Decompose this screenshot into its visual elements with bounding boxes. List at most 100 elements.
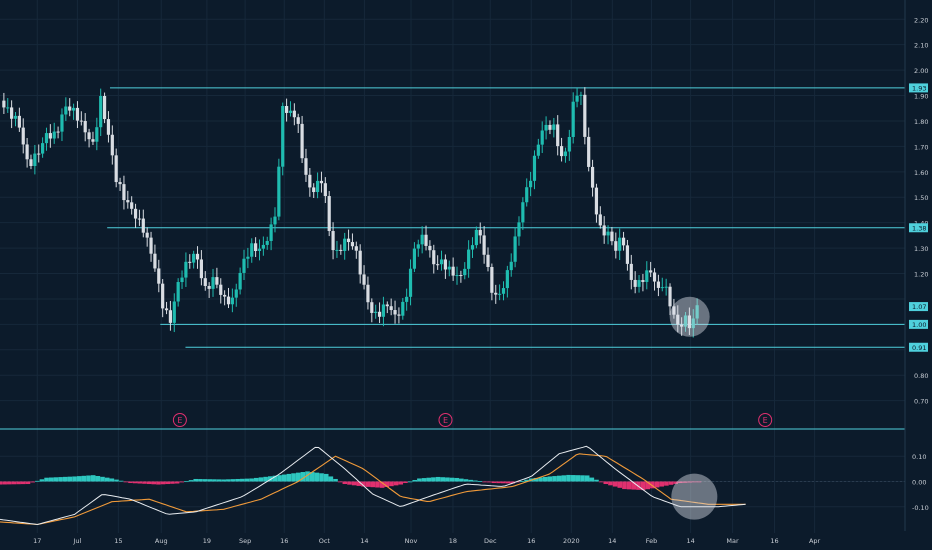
candle-bear [482,235,486,255]
histogram-bar-negative [393,481,399,486]
earnings-marker [172,413,187,427]
level-price-box [909,342,928,352]
candle-bear [164,308,169,311]
candle-bear [141,218,145,233]
earnings-marker-label: E [177,416,182,425]
candle-bear [331,231,335,251]
histogram-bar-negative [151,481,157,485]
highlight-circles [669,296,710,337]
candle-bull [439,259,444,265]
price-tick-label: 1.50 [914,194,928,202]
histogram-bar-positive [104,477,110,482]
candle-bear [312,187,316,193]
histogram-bar-negative [174,481,180,484]
time-tick-label: Dec [484,537,497,545]
candle-bull [335,249,339,251]
candle-bull [343,238,347,251]
candle-bear [300,123,304,159]
candle-bear [614,241,618,251]
histogram-bar-negative [370,481,376,488]
candle-bear [629,263,633,280]
histogram-bar-negative [496,481,501,484]
histogram-bar-positive [454,477,459,482]
candle-bear [676,314,680,325]
candle-bear [223,294,227,297]
histogram-bar-negative [123,481,129,483]
macd-line [0,445,746,526]
histogram-bar-positive [309,472,315,482]
histogram-bar-positive [552,476,557,482]
candle-bear [149,237,153,254]
histogram-bar-negative [7,481,12,485]
candle-bear [106,119,111,135]
time-tick-label: Aug [155,537,168,545]
histogram-bar-positive [542,476,548,482]
level-price-label: 1.38 [912,224,926,232]
histogram-bar-positive [435,476,441,482]
histogram-bar-positive [314,472,320,482]
candle-bull [184,261,188,278]
histogram-bar-positive [594,479,599,482]
histogram-bar-positive [58,477,63,482]
histogram-bar-negative [659,481,665,487]
time-tick-label: 19 [203,537,211,545]
candle-bull [501,288,506,294]
histogram-bar-positive [295,472,301,482]
candle-bear [602,225,606,236]
candle-bull [552,124,556,130]
histogram-bar-positive [230,479,236,482]
candle-bear [668,286,672,307]
price-candles [2,87,699,338]
histogram-bar-positive [519,480,525,482]
candle-bull [44,133,49,144]
candle-bear [25,144,29,160]
candle-bull [234,289,238,298]
candle-bear [2,100,6,108]
candle-bull [416,244,420,249]
candle-bear [68,106,72,111]
candle-bull [41,143,45,154]
histogram-bar-negative [510,481,515,484]
candle-bull [536,144,540,156]
histogram-bar-negative [482,481,487,483]
histogram-bar-positive [184,481,189,483]
macd-tick-label: 0.00 [912,479,926,487]
histogram-bar-positive [34,480,40,482]
candle-bear [494,292,498,295]
price-tick-label: 1.90 [914,93,928,101]
candle-bull [401,301,405,316]
histogram-bar-positive [267,476,273,482]
price-tick-label: 2.20 [914,16,928,24]
histogram-bar-positive [193,478,199,482]
candle-bull [637,280,641,287]
price-tick-label: 1.60 [914,169,928,177]
histogram-bar-positive [198,479,203,482]
candle-bear [168,310,173,323]
candle-bull [211,277,215,289]
histogram-bar-positive [240,478,245,482]
candle-bull [525,187,529,203]
histogram-bar-negative [631,481,637,490]
histogram-bar-positive [305,471,310,482]
candle-bull [532,155,537,181]
candle-bear [432,250,436,265]
candle-bear [195,253,200,260]
candle-bear [656,281,661,288]
time-tick-label: 14 [686,537,694,545]
candle-bull [95,127,99,142]
horizontal-levels [107,87,905,348]
histogram-bar-positive [580,475,585,482]
macd-tick-label: 0.10 [912,453,926,461]
price-tick-label: 2.00 [914,67,928,75]
histogram-bar-positive [575,475,581,482]
candle-bull [246,256,250,259]
level-price-label: 1.00 [912,321,926,329]
candle-bull [33,153,37,166]
current-price-box [909,302,928,312]
histogram-bar-negative [696,481,702,483]
candle-bull [528,180,533,188]
histogram-bar-negative [156,481,161,485]
level-price-box [909,319,928,329]
histogram-bar-positive [566,474,571,482]
